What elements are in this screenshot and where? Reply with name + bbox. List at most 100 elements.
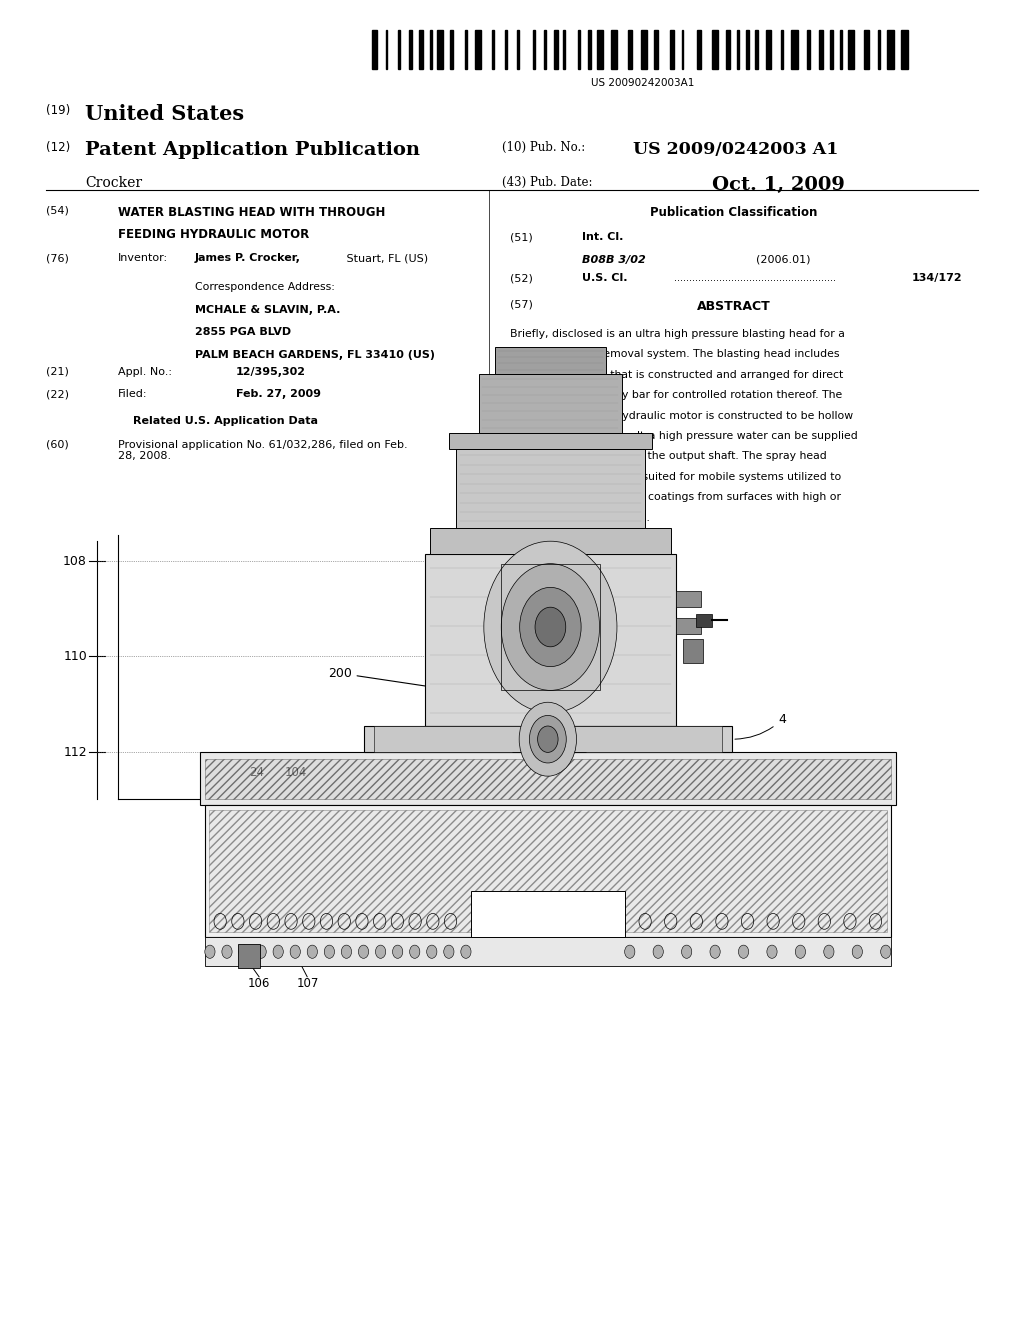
Bar	[840, 30, 842, 69]
Text: 200: 200	[328, 667, 495, 698]
Bar	[597, 30, 603, 69]
Circle shape	[767, 945, 777, 958]
Text: output shaft of the hydraulic motor is constructed to be hollow: output shaft of the hydraulic motor is c…	[510, 411, 853, 421]
Text: James P. Crocker,: James P. Crocker,	[195, 253, 300, 264]
Bar	[736, 30, 739, 69]
Bar	[696, 614, 712, 627]
Circle shape	[529, 715, 566, 763]
Text: connection to a spray bar for controlled rotation thereof. The: connection to a spray bar for controlled…	[510, 391, 842, 400]
Circle shape	[852, 945, 862, 958]
Circle shape	[881, 945, 891, 958]
Bar	[374, 726, 722, 752]
Bar	[200, 752, 896, 805]
Bar	[209, 810, 887, 932]
Bar	[205, 759, 891, 799]
Bar	[888, 30, 894, 69]
Circle shape	[392, 945, 402, 958]
Text: United States: United States	[85, 104, 244, 124]
Text: Correspondence Address:: Correspondence Address:	[195, 282, 335, 293]
Bar	[830, 30, 834, 69]
Circle shape	[222, 945, 232, 958]
Bar	[611, 30, 616, 69]
Circle shape	[653, 945, 664, 958]
Text: (57): (57)	[510, 300, 532, 310]
Bar	[205, 805, 891, 937]
Bar	[696, 30, 701, 69]
Text: to the spray bar through the output shaft. The spray head: to the spray bar through the output shaf…	[510, 451, 826, 462]
Text: US 20090242003A1: US 20090242003A1	[592, 78, 694, 88]
Bar	[517, 30, 519, 69]
Text: FEEDING HYDRAULIC MOTOR: FEEDING HYDRAULIC MOTOR	[118, 228, 309, 242]
Text: B08B 3/02: B08B 3/02	[582, 255, 645, 265]
Bar	[479, 374, 622, 433]
Text: (52): (52)	[510, 273, 532, 284]
Bar	[901, 30, 908, 69]
Circle shape	[483, 541, 616, 713]
Text: Provisional application No. 61/032,286, filed on Feb.
28, 2008.: Provisional application No. 61/032,286, …	[118, 440, 408, 461]
Text: Stuart, FL (US): Stuart, FL (US)	[343, 253, 428, 264]
Text: 4: 4	[735, 713, 786, 739]
Bar	[397, 30, 400, 69]
Bar	[879, 30, 881, 69]
Text: 110: 110	[63, 649, 87, 663]
Circle shape	[519, 702, 577, 776]
Text: MCHALE & SLAVIN, P.A.: MCHALE & SLAVIN, P.A.	[195, 305, 340, 315]
Text: 2855 PGA BLVD: 2855 PGA BLVD	[195, 327, 291, 338]
Circle shape	[325, 945, 335, 958]
Bar	[425, 554, 676, 726]
Circle shape	[682, 945, 692, 958]
Text: (2006.01): (2006.01)	[756, 255, 810, 265]
Bar	[683, 639, 703, 663]
Bar	[386, 30, 387, 69]
Text: 108: 108	[63, 554, 87, 568]
Circle shape	[443, 945, 454, 958]
Text: (76): (76)	[46, 253, 69, 264]
Bar	[475, 30, 481, 69]
Text: 112: 112	[63, 746, 87, 759]
Text: 24: 24	[249, 766, 264, 779]
Text: 12/395,302: 12/395,302	[236, 367, 305, 378]
Circle shape	[256, 945, 266, 958]
Text: (21): (21)	[46, 367, 69, 378]
Bar	[588, 30, 591, 69]
Circle shape	[341, 945, 351, 958]
Text: Oct. 1, 2009: Oct. 1, 2009	[712, 176, 845, 194]
Bar	[676, 618, 701, 634]
Text: Appl. No.:: Appl. No.:	[118, 367, 172, 378]
Bar	[726, 30, 730, 69]
Circle shape	[538, 726, 558, 752]
Text: Int. Cl.: Int. Cl.	[582, 232, 623, 243]
Bar	[205, 937, 891, 966]
Text: (19): (19)	[46, 104, 71, 117]
Text: (60): (60)	[46, 440, 69, 450]
Bar	[808, 30, 810, 69]
Circle shape	[358, 945, 369, 958]
Text: Crocker: Crocker	[85, 176, 142, 190]
Text: ......................................................: ........................................…	[674, 273, 836, 284]
Circle shape	[823, 945, 834, 958]
Circle shape	[376, 945, 386, 958]
Circle shape	[502, 564, 600, 690]
Bar	[465, 30, 467, 69]
Text: Feb. 27, 2009: Feb. 27, 2009	[236, 389, 321, 400]
Bar	[579, 30, 581, 69]
Text: ABSTRACT: ABSTRACT	[696, 300, 771, 313]
Circle shape	[410, 945, 420, 958]
Circle shape	[796, 945, 806, 958]
Bar	[430, 30, 432, 69]
Circle shape	[535, 607, 565, 647]
Text: Publication Classification: Publication Classification	[650, 206, 817, 219]
Text: U.S. Cl.: U.S. Cl.	[582, 273, 627, 284]
Circle shape	[205, 945, 215, 958]
Circle shape	[738, 945, 749, 958]
Text: ultra high pressure liquid.: ultra high pressure liquid.	[510, 513, 650, 523]
Text: 104: 104	[285, 766, 307, 779]
Bar	[430, 528, 671, 554]
Bar	[746, 30, 750, 69]
Text: Inventor:: Inventor:	[118, 253, 168, 264]
Circle shape	[710, 945, 720, 958]
Bar	[502, 564, 600, 690]
Text: 107: 107	[297, 977, 319, 990]
Bar	[506, 30, 507, 69]
Bar	[676, 591, 701, 607]
